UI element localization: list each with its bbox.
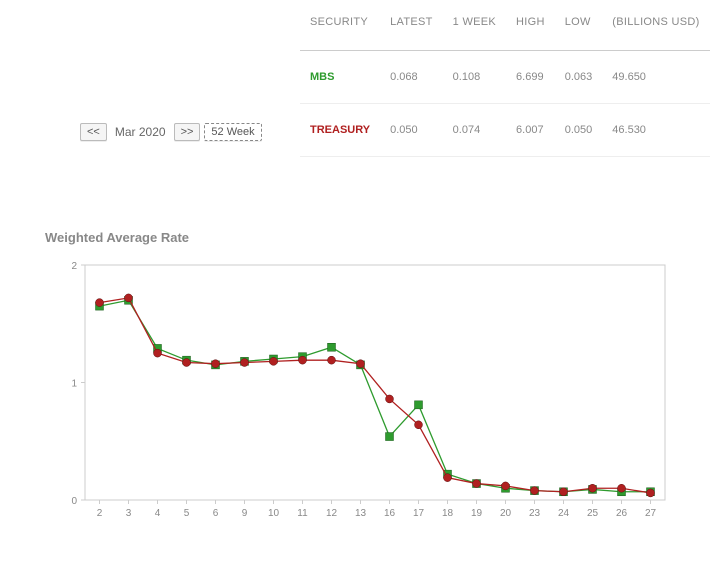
- cell-low: 0.063: [555, 51, 603, 104]
- svg-text:4: 4: [155, 508, 161, 519]
- period-label: Mar 2020: [111, 125, 170, 139]
- securities-table: SECURITY LATEST 1 WEEK HIGH LOW (BILLION…: [300, 10, 710, 157]
- svg-text:26: 26: [616, 508, 628, 519]
- svg-text:10: 10: [268, 508, 280, 519]
- table-row: TREASURY0.0500.0746.0070.05046.530: [300, 104, 710, 157]
- cell-high: 6.007: [506, 104, 555, 157]
- cell-week: 0.074: [443, 104, 506, 157]
- col-high: HIGH: [506, 10, 555, 51]
- svg-text:16: 16: [384, 508, 396, 519]
- cell-billions: 46.530: [602, 104, 709, 157]
- cell-security: MBS: [300, 51, 380, 104]
- svg-text:23: 23: [529, 508, 541, 519]
- cell-security: TREASURY: [300, 104, 380, 157]
- svg-text:19: 19: [471, 508, 483, 519]
- period-nav: << Mar 2020 >> 52 Week: [80, 123, 262, 141]
- svg-text:20: 20: [500, 508, 512, 519]
- col-security: SECURITY: [300, 10, 380, 51]
- svg-text:11: 11: [297, 508, 308, 519]
- svg-text:0: 0: [71, 496, 77, 507]
- svg-text:9: 9: [242, 508, 248, 519]
- col-low: LOW: [555, 10, 603, 51]
- cell-low: 0.050: [555, 104, 603, 157]
- weighted-average-chart: 0122345691011121316171819202324252627: [55, 255, 675, 528]
- svg-text:1: 1: [71, 379, 77, 390]
- svg-text:18: 18: [442, 508, 454, 519]
- table-header-row: SECURITY LATEST 1 WEEK HIGH LOW (BILLION…: [300, 10, 710, 51]
- cell-week: 0.108: [443, 51, 506, 104]
- col-billions: (BILLIONS USD): [602, 10, 709, 51]
- col-1week: 1 WEEK: [443, 10, 506, 51]
- table-row: MBS0.0680.1086.6990.06349.650: [300, 51, 710, 104]
- svg-text:6: 6: [213, 508, 219, 519]
- svg-text:12: 12: [326, 508, 338, 519]
- svg-text:5: 5: [184, 508, 190, 519]
- svg-text:27: 27: [645, 508, 657, 519]
- cell-high: 6.699: [506, 51, 555, 104]
- cell-latest: 0.050: [380, 104, 443, 157]
- svg-text:2: 2: [71, 261, 77, 272]
- svg-text:17: 17: [413, 508, 425, 519]
- next-button[interactable]: >>: [174, 123, 201, 141]
- svg-text:3: 3: [126, 508, 132, 519]
- cell-latest: 0.068: [380, 51, 443, 104]
- cell-billions: 49.650: [602, 51, 709, 104]
- chart-title: Weighted Average Rate: [45, 230, 189, 245]
- svg-text:13: 13: [355, 508, 367, 519]
- svg-text:2: 2: [97, 508, 103, 519]
- range-button-52week[interactable]: 52 Week: [204, 123, 261, 141]
- svg-text:24: 24: [558, 508, 570, 519]
- svg-text:25: 25: [587, 508, 599, 519]
- col-latest: LATEST: [380, 10, 443, 51]
- prev-button[interactable]: <<: [80, 123, 107, 141]
